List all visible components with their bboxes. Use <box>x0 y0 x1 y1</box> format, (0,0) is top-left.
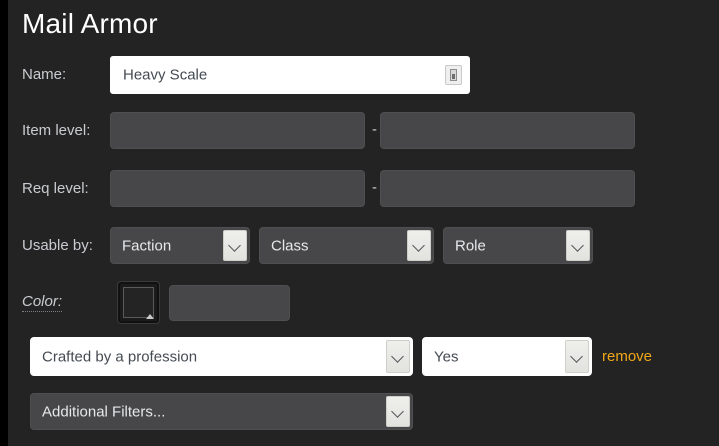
chevron-down-icon[interactable] <box>386 396 410 427</box>
class-select[interactable]: Class <box>259 227 434 264</box>
chevron-down-icon[interactable] <box>223 230 247 261</box>
chevron-down-icon[interactable] <box>386 340 410 373</box>
faction-select-value: Faction <box>122 237 172 254</box>
clipboard-icon[interactable] <box>445 65 462 85</box>
req-level-max-input[interactable] <box>380 170 635 207</box>
item-level-max-input[interactable] <box>380 112 635 149</box>
item-level-separator: - <box>372 121 377 138</box>
role-select[interactable]: Role <box>443 227 593 264</box>
color-swatch-inner <box>123 287 154 318</box>
chevron-down-icon[interactable] <box>566 230 590 261</box>
name-input-value: Heavy Scale <box>123 66 208 84</box>
class-select-value: Class <box>271 237 309 254</box>
faction-select[interactable]: Faction <box>110 227 250 264</box>
page-title: Mail Armor <box>22 8 158 39</box>
color-text-input[interactable] <box>169 285 290 321</box>
additional-filters-value: Additional Filters... <box>42 403 166 420</box>
usable-by-label: Usable by: <box>22 237 93 254</box>
req-level-min-input[interactable] <box>110 170 365 207</box>
chevron-down-icon[interactable] <box>565 340 589 373</box>
remove-filter-link[interactable]: remove <box>602 348 653 365</box>
req-level-separator: - <box>372 179 377 196</box>
filter-criteria-select[interactable]: Crafted by a profession <box>30 337 413 376</box>
req-level-label: Req level: <box>22 180 89 197</box>
filter-condition-value: Yes <box>434 348 459 365</box>
triangle-icon <box>146 314 154 319</box>
filter-criteria-value: Crafted by a profession <box>42 348 198 365</box>
name-input[interactable]: Heavy Scale <box>110 56 470 94</box>
search-filter-panel: Mail Armor Name: Heavy Scale Item level:… <box>8 0 719 446</box>
chevron-down-icon[interactable] <box>407 230 431 261</box>
filter-condition-select[interactable]: Yes <box>422 337 592 376</box>
color-swatch[interactable] <box>118 282 159 323</box>
role-select-value: Role <box>455 237 486 254</box>
item-level-min-input[interactable] <box>110 112 365 149</box>
item-level-label: Item level: <box>22 122 91 139</box>
color-label: Color: <box>22 293 63 312</box>
additional-filters-select[interactable]: Additional Filters... <box>30 393 413 430</box>
name-label: Name: <box>22 66 67 83</box>
